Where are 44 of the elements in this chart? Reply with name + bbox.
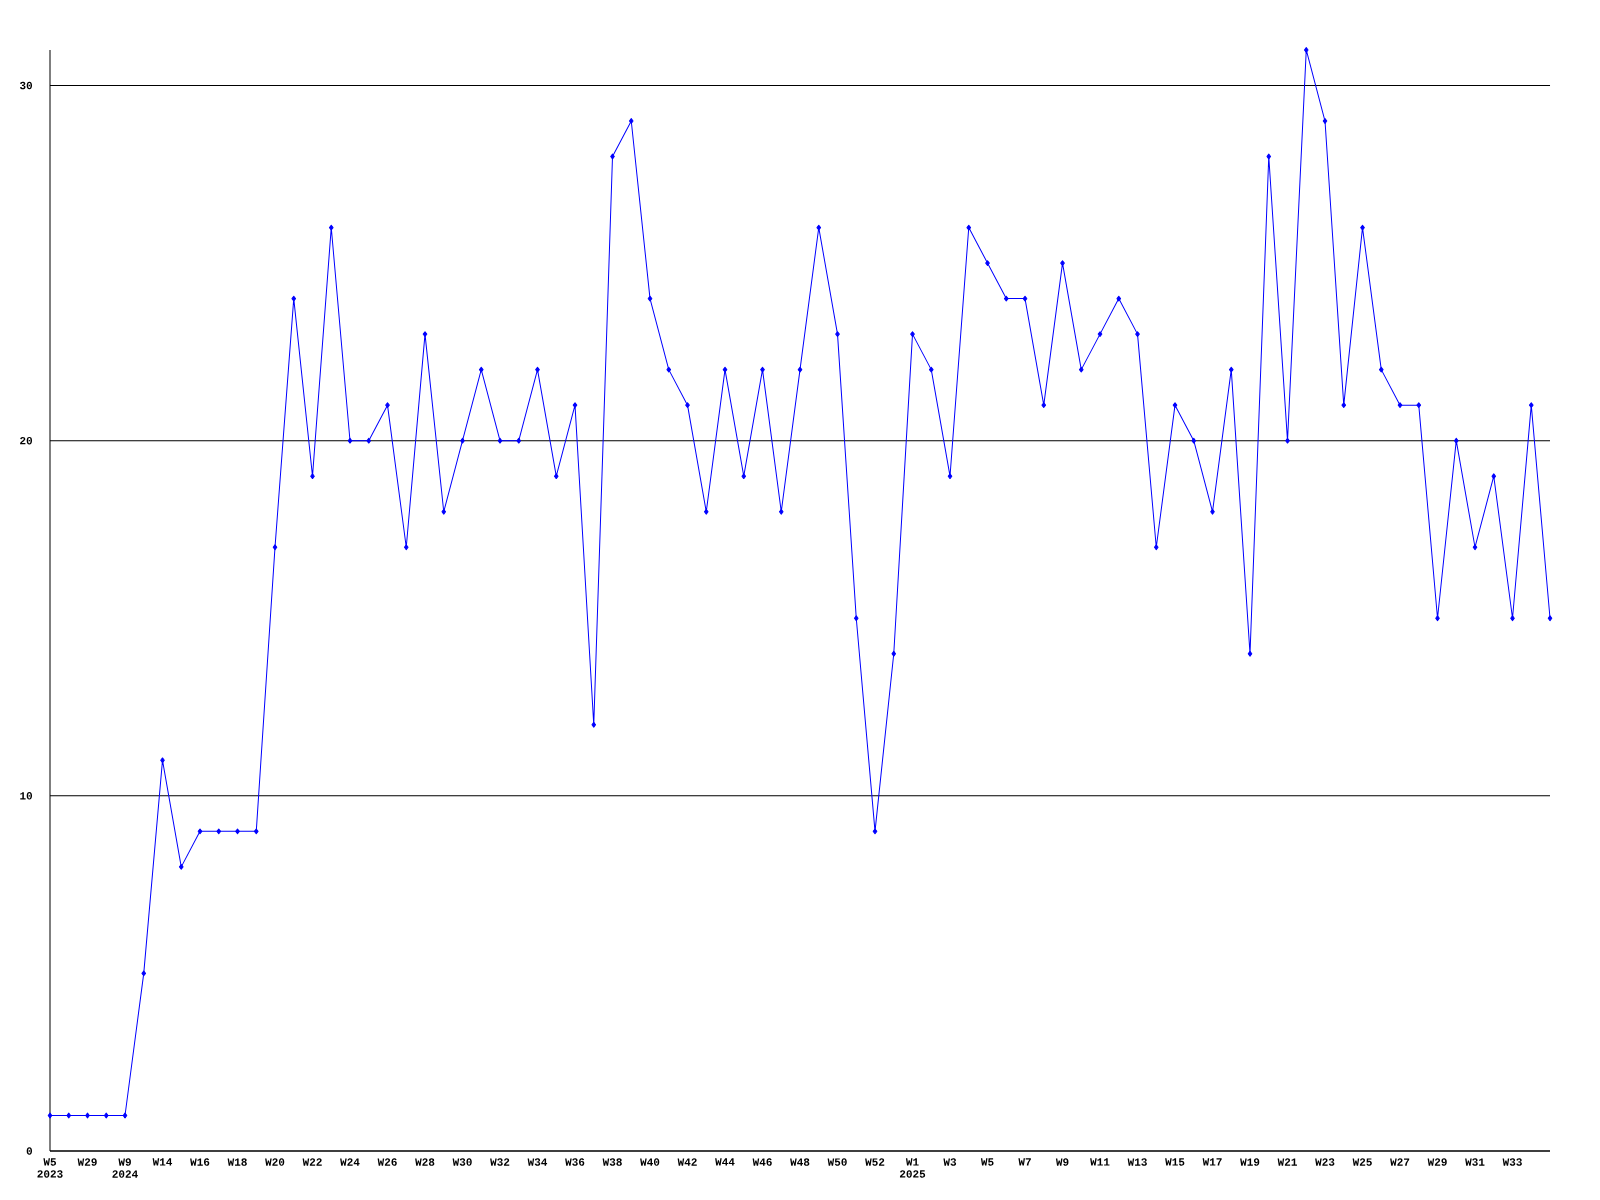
x-tick-label: W23 <box>1315 1158 1335 1166</box>
x-tick-label: W48 <box>790 1158 810 1166</box>
x-tick-label: W18 <box>227 1158 247 1166</box>
x-tick-label: W36 <box>565 1158 585 1166</box>
x-tick-label: W29 <box>1427 1158 1447 1166</box>
x-tick-label: W27 <box>1390 1158 1410 1166</box>
x-tick-label: W21 <box>1277 1158 1297 1166</box>
x-tick-label: W29 <box>77 1158 97 1166</box>
x-tick-label: W34 <box>527 1158 548 1166</box>
x-tick-label: W7 <box>1018 1158 1031 1166</box>
x-tick-label: W20 <box>265 1158 285 1166</box>
x-tick-label: W44 <box>715 1158 735 1166</box>
y-tick-label: 20 <box>20 436 33 445</box>
x-tick-label: W11 <box>1090 1158 1110 1166</box>
x-tick-label: W32 <box>490 1158 510 1166</box>
x-tick-label: W15 <box>1165 1158 1185 1166</box>
x-tick-label: W13 <box>1127 1158 1147 1166</box>
x-tick-label: W31 <box>1465 1158 1485 1166</box>
x-tick-label: W42 <box>677 1158 697 1166</box>
x-tick-label: W30 <box>452 1158 472 1166</box>
x-tick-label: W9 <box>1055 1158 1069 1166</box>
x-tick-label: W1 2025 <box>899 1158 926 1178</box>
x-tick-label: W14 <box>152 1158 173 1166</box>
x-tick-label: W26 <box>377 1158 397 1166</box>
y-tick-label: 30 <box>19 81 33 90</box>
x-tick-label: W46 <box>752 1158 772 1166</box>
x-tick-label: W5 <box>980 1158 994 1166</box>
x-tick-label: W3 <box>943 1158 957 1166</box>
x-tick-label: W22 <box>302 1158 322 1166</box>
x-tick-label: W52 <box>865 1158 885 1166</box>
x-tick-label: W38 <box>602 1158 622 1166</box>
x-tick-label: W50 <box>827 1158 847 1166</box>
y-tick-label: 0 <box>26 1147 33 1155</box>
x-tick-label: W19 <box>1240 1158 1260 1166</box>
x-tick-label: W40 <box>640 1158 660 1166</box>
y-tick-label: 10 <box>20 792 33 800</box>
x-tick-label: W9 2024 <box>112 1158 138 1178</box>
x-tick-label: W28 <box>415 1158 435 1166</box>
x-tick-label: W24 <box>340 1158 360 1166</box>
x-tick-label: W25 <box>1352 1158 1372 1166</box>
x-tick-label: W5 2023 <box>37 1158 63 1178</box>
x-tick-label: W33 <box>1502 1158 1522 1166</box>
x-tick-label: W17 <box>1202 1158 1222 1166</box>
x-tick-label: W16 <box>190 1158 210 1166</box>
